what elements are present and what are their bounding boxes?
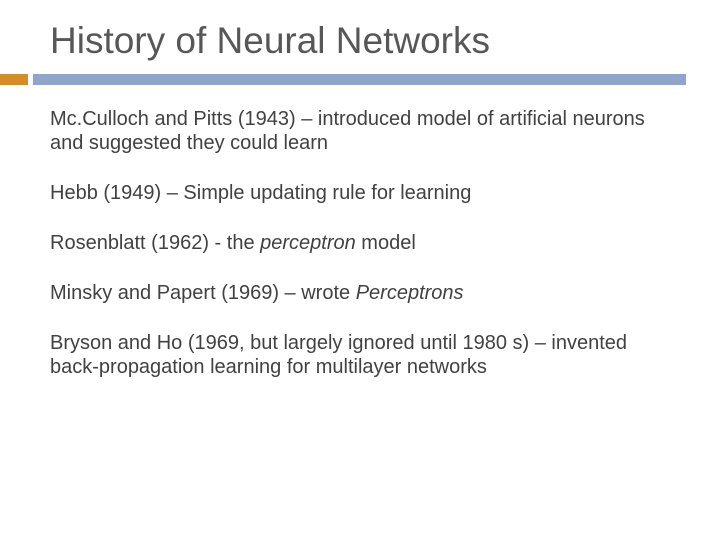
history-entry: Hebb (1949) – Simple updating rule for l… [50,181,674,205]
entry-suffix: model [356,232,416,254]
entry-text: Hebb (1949) – Simple updating rule for l… [50,182,471,204]
entry-text: Mc.Culloch and Pitts (1943) – introduced… [50,108,645,154]
title-rule [0,74,720,85]
entry-italic: perceptron [260,232,356,254]
history-entry: Bryson and Ho (1969, but largely ignored… [50,331,674,379]
entry-text: Rosenblatt (1962) - the [50,232,260,254]
history-entry: Mc.Culloch and Pitts (1943) – introduced… [50,107,674,155]
rule-line [33,74,686,85]
history-entry: Minsky and Papert (1969) – wrote Percept… [50,281,674,305]
entry-text: Minsky and Papert (1969) – wrote [50,282,356,304]
slide-body: Mc.Culloch and Pitts (1943) – introduced… [0,107,720,379]
entry-italic: Perceptrons [356,282,464,304]
accent-box [0,74,28,85]
entry-text: Bryson and Ho (1969, but largely ignored… [50,332,627,378]
history-entry: Rosenblatt (1962) - the perceptron model [50,231,674,255]
slide-title: History of Neural Networks [0,20,720,74]
slide: History of Neural Networks Mc.Culloch an… [0,0,720,540]
